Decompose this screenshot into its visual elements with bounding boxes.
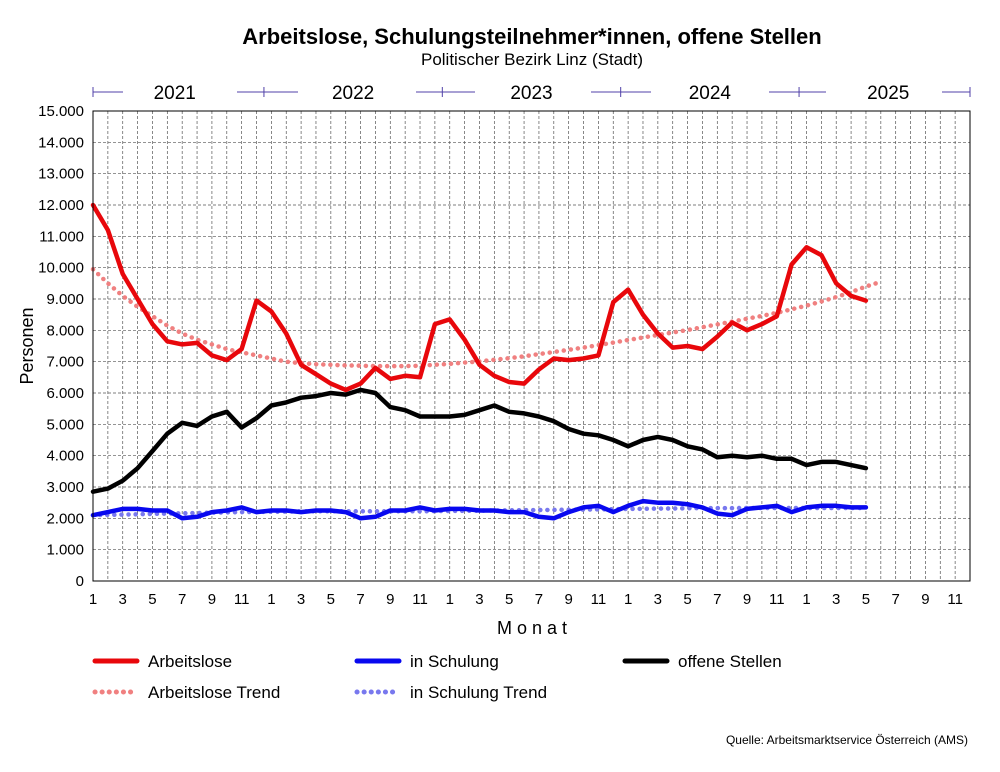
plot-frame (92, 110, 971, 582)
x-tick-label: 5 (862, 591, 870, 608)
year-label: 2022 (332, 83, 374, 104)
x-tick-label: 5 (148, 591, 156, 608)
x-tick-label: 11 (769, 591, 785, 608)
x-tick-label: 11 (234, 591, 250, 608)
y-tick-label: 8.000 (46, 322, 84, 339)
year-label: 2025 (867, 83, 909, 104)
chart-subtitle: Politischer Bezirk Linz (Stadt) (420, 50, 644, 69)
series-line-1 (90, 498, 869, 521)
series-line-0 (90, 202, 869, 393)
x-tick-label: 7 (892, 591, 900, 608)
x-tick-label: 1 (89, 591, 97, 608)
x-tick-label: 1 (802, 591, 810, 608)
source-note: Quelle: Arbeitsmarktservice Österreich (… (725, 733, 968, 747)
x-tick-label: 3 (119, 591, 127, 608)
y-tick-label: 5.000 (46, 416, 84, 433)
x-tick-label: 3 (654, 591, 662, 608)
x-tick-label: 1 (446, 591, 454, 608)
y-tick-label: 15.000 (38, 103, 84, 120)
year-label: 2023 (510, 83, 552, 104)
y-tick-label: 0 (76, 573, 84, 590)
year-label: 2021 (154, 83, 196, 104)
y-tick-label: 6.000 (46, 385, 84, 402)
series-line-2 (90, 387, 869, 494)
y-tick-label: 3.000 (46, 479, 84, 496)
year-axis: 2021 2022 2023 2024 2025 (92, 83, 971, 104)
x-tick-label: 9 (921, 591, 929, 608)
x-tick-label: 9 (564, 591, 572, 608)
x-tick-label: 7 (713, 591, 721, 608)
y-tick-label: 12.000 (38, 197, 84, 214)
x-tick-label: 9 (208, 591, 216, 608)
x-tick-label: 3 (297, 591, 305, 608)
legend-label: offene Stellen (678, 652, 782, 671)
y-tick-label: 9.000 (46, 291, 84, 308)
x-tick-label: 11 (591, 591, 607, 608)
x-tick-label: 1 (624, 591, 632, 608)
series-line-3 (90, 266, 884, 369)
x-tick-label: 3 (832, 591, 840, 608)
series-lines (90, 202, 884, 521)
x-tick-label: 9 (743, 591, 751, 608)
y-tick-label: 1.000 (46, 542, 84, 559)
legend-label: in Schulung Trend (410, 683, 547, 702)
y-tick-label: 11.000 (39, 228, 84, 245)
x-tick-label: 1 (267, 591, 275, 608)
x-tick-label: 5 (683, 591, 691, 608)
y-tick-label: 4.000 (46, 448, 84, 465)
y-tick-label: 14.000 (38, 134, 84, 151)
legend-label: Arbeitslose Trend (148, 683, 280, 702)
legend-label: Arbeitslose (148, 652, 232, 671)
y-axis-label: Personen (17, 307, 37, 384)
year-label: 2024 (689, 83, 732, 104)
x-tick-label: 3 (475, 591, 483, 608)
x-axis-label: M o n a t (497, 618, 567, 638)
grid (93, 111, 970, 581)
x-tick-label: 11 (947, 591, 963, 608)
chart-title: Arbeitslose, Schulungsteilnehmer*innen, … (242, 24, 822, 49)
axis-ticks: 0 1.000 2.000 3.000 4.000 5.000 6.000 7.000 8.00… (38, 103, 963, 608)
legend: Arbeitslose in Schulung offene Stellen Arbe… (92, 652, 782, 702)
y-tick-label: 2.000 (46, 510, 84, 527)
x-tick-label: 11 (412, 591, 428, 608)
x-tick-label: 5 (505, 591, 513, 608)
legend-label: in Schulung (410, 652, 499, 671)
x-tick-label: 7 (356, 591, 364, 608)
y-tick-label: 7.000 (46, 354, 84, 371)
x-tick-label: 7 (178, 591, 186, 608)
x-tick-label: 7 (535, 591, 543, 608)
y-tick-label: 13.000 (38, 166, 84, 183)
x-tick-label: 5 (327, 591, 335, 608)
y-tick-label: 10.000 (38, 260, 84, 277)
x-tick-label: 9 (386, 591, 394, 608)
